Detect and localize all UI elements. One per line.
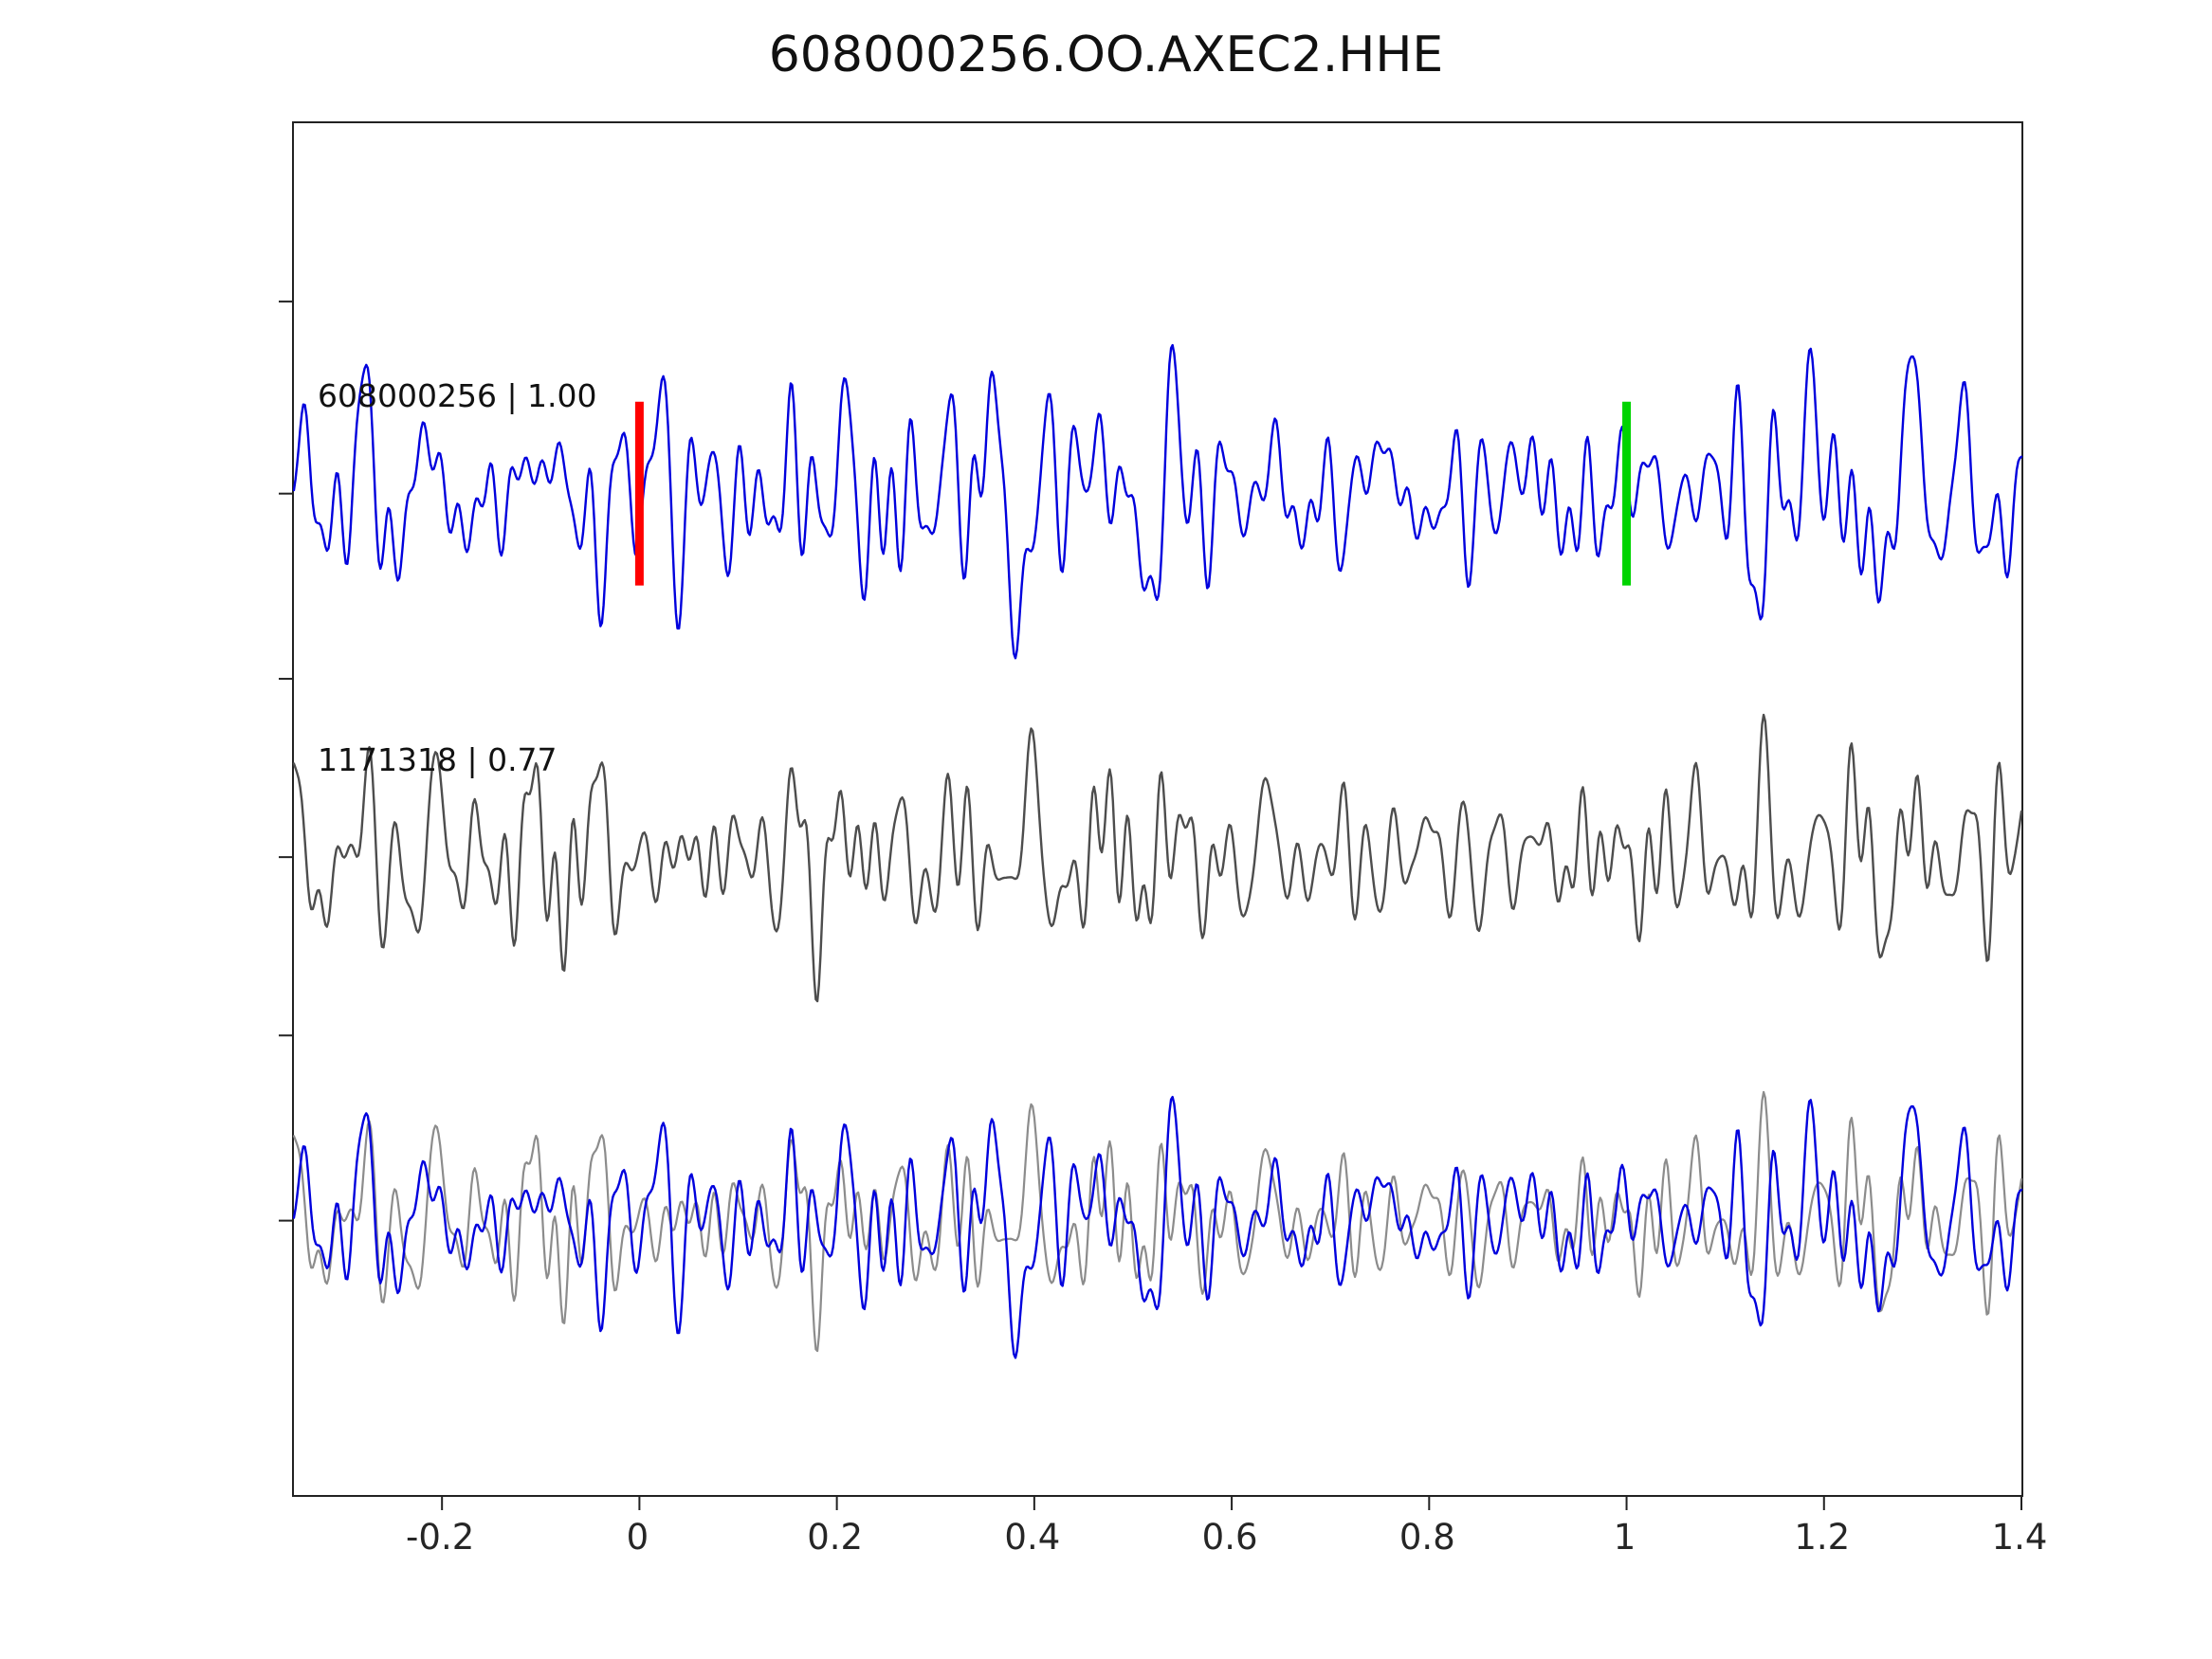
detection-trace-label: 608000256 | 1.00 [318,376,597,414]
overlay-detection-trace [292,1095,2023,1359]
x-tick-label: 0.8 [1398,1517,1455,1558]
x-tick-label: 1.2 [1794,1517,1851,1558]
plot-area: 608000256 | 1.00 1171318 | 0.77 [279,121,2023,1510]
detection-trace [292,343,2023,660]
x-tick-label: 1 [1613,1517,1636,1558]
template-trace [292,713,2023,1003]
x-tick-label: 0 [626,1517,649,1558]
x-tick-label: 0.6 [1201,1517,1258,1558]
x-tick-label: -0.2 [406,1517,475,1558]
template-trace-label: 1171318 | 0.77 [318,741,558,779]
figure-title: 608000256.OO.AXEC2.HHE [768,27,1444,83]
x-tick-label: 0.4 [1004,1517,1061,1558]
x-tick-label: 0.2 [807,1517,864,1558]
x-tick-label: 1.4 [1991,1517,2048,1558]
waveform-canvas [279,301,2023,1510]
